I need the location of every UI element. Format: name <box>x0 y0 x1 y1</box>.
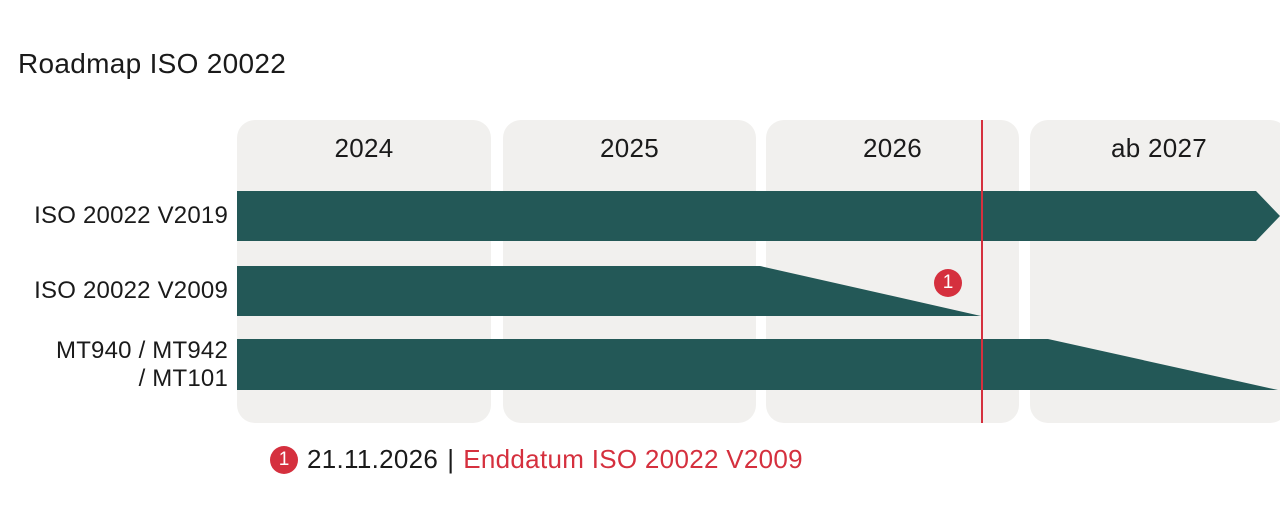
column-header-2025: 2025 <box>599 133 660 163</box>
timeline-column-2025: 2025 <box>503 120 756 423</box>
row-label-mt-line1: MT940 / MT942 <box>56 337 228 364</box>
row-label-iso-20022-v2009: ISO 20022 V2009 <box>34 277 228 304</box>
row-label-mt-line2: / MT101 <box>138 365 228 392</box>
column-header-2026: 2026 <box>862 133 923 163</box>
timeline-column-2024: 2024 <box>237 120 491 423</box>
page-title: Roadmap ISO 20022 <box>18 48 287 79</box>
column-header-ab-2027: ab 2027 <box>1110 133 1208 163</box>
legend-milestone-1-badge: 1 <box>270 446 298 474</box>
legend-date: 21.11.2026 <box>307 444 439 474</box>
column-header-2024: 2024 <box>334 133 394 163</box>
legend-text: 21.11.2026 | Enddatum ISO 20022 V2009 <box>307 444 803 475</box>
legend-separator: | <box>447 444 455 474</box>
milestone-1-badge: 1 <box>934 269 962 297</box>
timeline-column-ab-2027: ab 2027 <box>1030 120 1280 423</box>
row-label-mt940-mt942-mt101: MT940 / MT942 / MT101 <box>0 337 228 393</box>
legend-description: Enddatum ISO 20022 V2009 <box>463 444 803 474</box>
row-label-iso-20022-v2019: ISO 20022 V2019 <box>34 202 228 229</box>
milestone-date-line <box>981 120 983 423</box>
